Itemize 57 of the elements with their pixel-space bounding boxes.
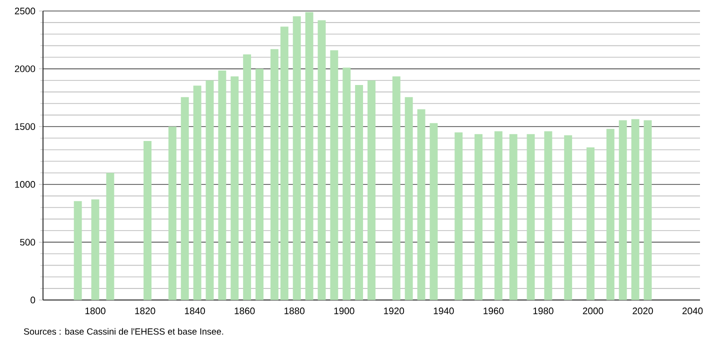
bar [218, 70, 226, 300]
x-tick-label: 1960 [484, 308, 504, 314]
bar [330, 50, 338, 300]
bar [526, 134, 535, 300]
bar [474, 134, 482, 300]
bar [292, 16, 301, 300]
x-tick-label: 1980 [533, 308, 554, 314]
bar [606, 128, 614, 300]
bar [494, 131, 502, 300]
x-tick-label: 1820 [135, 308, 156, 314]
y-tick-label: 2500 [14, 8, 36, 14]
x-tick-label: 2040 [682, 308, 703, 314]
bar [368, 80, 376, 300]
bar [230, 76, 239, 300]
bar [644, 120, 652, 300]
bar [392, 76, 400, 300]
bar [404, 97, 413, 300]
bar [74, 201, 82, 300]
bar [144, 141, 152, 300]
bar [243, 54, 252, 300]
y-tick-label: 1500 [15, 123, 36, 130]
bar [168, 126, 176, 300]
bar [417, 109, 426, 300]
x-tick-label: 1880 [284, 308, 305, 314]
bar [270, 49, 278, 300]
x-tick-label: 1900 [334, 308, 354, 314]
x-tick-label: 1840 [185, 308, 205, 314]
bar [430, 123, 438, 300]
bar [454, 132, 463, 300]
x-tick-label: 1940 [434, 308, 454, 314]
x-tick-label: 1800 [85, 308, 106, 314]
x-tick-label: 1920 [384, 308, 404, 314]
bar [256, 68, 264, 300]
bar [618, 120, 627, 300]
x-tick-label: 2020 [632, 308, 653, 314]
x-tick-label: 2000 [582, 308, 604, 314]
x-tick-label: 1860 [234, 308, 255, 314]
bar [564, 135, 572, 300]
bar [544, 131, 552, 300]
bar [206, 80, 214, 300]
bar [631, 119, 640, 300]
bar [305, 12, 314, 300]
bar [193, 86, 202, 300]
bar [106, 172, 114, 300]
y-tick-label: 1000 [15, 181, 36, 188]
bar [180, 97, 189, 300]
bar [280, 26, 288, 300]
bar [91, 199, 100, 300]
y-tick-label: 0 [30, 296, 36, 304]
bar [318, 20, 326, 300]
y-tick-label: 500 [20, 238, 36, 246]
bar [342, 68, 351, 300]
bar [586, 147, 594, 300]
source-note: Sources : base Cassini de l'EHESS et base Insee. [24, 328, 224, 335]
y-tick-label: 2000 [14, 65, 36, 72]
bar [355, 84, 364, 300]
bar [509, 134, 518, 300]
